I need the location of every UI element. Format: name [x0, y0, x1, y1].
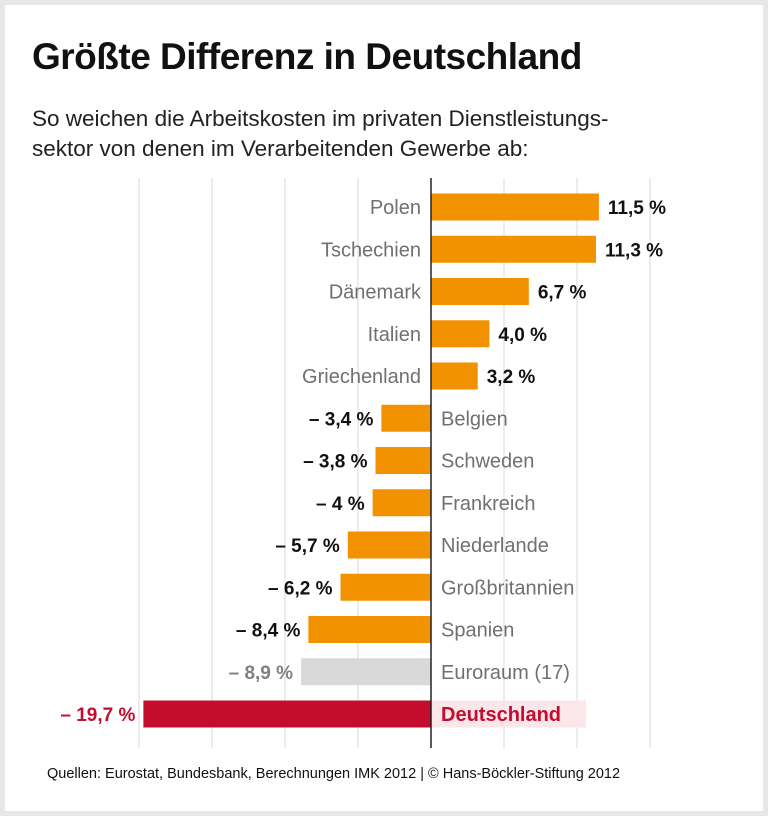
value-label: 11,5 %	[608, 198, 666, 219]
value-label: 3,2 %	[487, 367, 536, 388]
value-label: – 4 %	[316, 494, 365, 515]
category-label: Euroraum (17)	[441, 662, 570, 684]
value-label: – 19,7 %	[60, 705, 135, 726]
value-label: 4,0 %	[498, 325, 547, 346]
value-label: – 8,9 %	[229, 663, 294, 684]
chart-title: Größte Differenz in Deutschland	[32, 36, 582, 77]
bar	[431, 320, 490, 348]
bar	[381, 404, 431, 432]
bar	[308, 616, 431, 643]
bar	[431, 235, 596, 263]
value-label: – 5,7 %	[275, 536, 340, 557]
source-note: Quellen: Eurostat, Bundesbank, Berechnun…	[47, 766, 621, 782]
category-label: Großbritannien	[441, 577, 574, 599]
bar	[431, 278, 529, 305]
bar	[431, 362, 478, 390]
category-label: Frankreich	[441, 493, 535, 515]
value-label: – 6,2 %	[268, 578, 333, 599]
category-label: Deutschland	[441, 704, 561, 726]
bar	[347, 531, 431, 559]
category-label: Belgien	[441, 408, 508, 430]
category-label: Polen	[370, 197, 421, 219]
value-label: 11,3 %	[605, 240, 663, 261]
chart-subtitle: So weichen die Arbeitskosten im privaten…	[32, 104, 752, 164]
subtitle-line-1: So weichen die Arbeitskosten im privaten…	[32, 106, 609, 131]
category-label: Niederlande	[441, 535, 549, 557]
bar	[143, 700, 431, 728]
category-label: Dänemark	[329, 282, 422, 304]
category-label: Schweden	[441, 451, 534, 473]
category-label: Tschechien	[321, 239, 421, 261]
bar	[340, 573, 431, 601]
value-label: – 3,8 %	[303, 452, 368, 473]
bar	[372, 489, 431, 517]
value-label: – 3,4 %	[309, 409, 374, 430]
category-label: Spanien	[441, 620, 514, 642]
value-label: – 8,4 %	[236, 621, 301, 642]
bar	[301, 658, 431, 686]
category-label: Italien	[368, 324, 421, 346]
bar	[431, 193, 599, 221]
value-label: 6,7 %	[538, 283, 587, 304]
subtitle-line-2: sektor von denen im Verarbeitenden Gewer…	[32, 136, 529, 161]
category-label: Griechenland	[302, 366, 421, 388]
highlight-background	[431, 700, 586, 728]
bar	[375, 447, 431, 474]
